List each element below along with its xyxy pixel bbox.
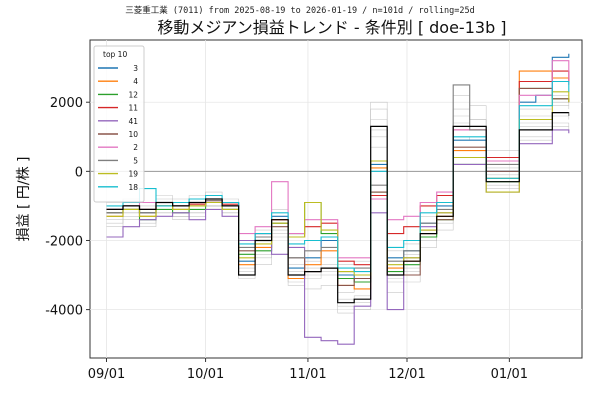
legend-label: 41 bbox=[128, 117, 138, 126]
plot-area: -4000 -2000 0 2000 09/01 10/01 11/01 12/01 01/0… bbox=[45, 39, 583, 382]
y-axis-label: 損益 [ 円/株 ] bbox=[16, 157, 32, 242]
median-lines bbox=[106, 112, 569, 304]
chart-title: 移動メジアン損益トレンド - 条件別 [ doe-13b ] bbox=[157, 18, 506, 37]
x-axis-ticks: 09/01 10/01 11/01 12/01 01/01 bbox=[88, 358, 528, 382]
chart-subtitle: 三菱重工業 (7011) from 2025-08-19 to 2026-01-… bbox=[125, 5, 475, 16]
median-line bbox=[106, 112, 569, 304]
legend-label: 11 bbox=[128, 104, 138, 113]
legend-label: 2 bbox=[133, 143, 138, 152]
x-tick-label: 11/01 bbox=[289, 367, 326, 382]
legend-title: top 10 bbox=[103, 50, 127, 59]
y-tick-label: 2000 bbox=[50, 96, 83, 111]
y-axis-ticks: -4000 -2000 0 2000 bbox=[45, 96, 90, 319]
legend-label: 12 bbox=[128, 90, 138, 99]
x-tick-label: 01/01 bbox=[491, 367, 528, 382]
legend-label: 3 bbox=[133, 64, 138, 73]
legend-label: 19 bbox=[128, 170, 138, 179]
x-tick-label: 09/01 bbox=[88, 367, 125, 382]
legend-label: 4 bbox=[133, 77, 138, 86]
legend-items: 3 4 12 11 41 10 2 5 19 18 bbox=[98, 64, 138, 192]
legend-label: 18 bbox=[128, 183, 138, 192]
y-tick-label: 0 bbox=[75, 165, 83, 180]
y-tick-label: -4000 bbox=[45, 304, 83, 319]
legend-label: 5 bbox=[133, 156, 138, 165]
x-tick-label: 10/01 bbox=[187, 367, 224, 382]
y-tick-label: -2000 bbox=[45, 234, 83, 249]
legend: top 10 3 4 12 11 41 10 2 5 19 18 bbox=[93, 45, 145, 203]
x-tick-label: 12/01 bbox=[388, 367, 425, 382]
legend-label: 10 bbox=[128, 130, 138, 139]
legend-frame bbox=[93, 45, 145, 203]
